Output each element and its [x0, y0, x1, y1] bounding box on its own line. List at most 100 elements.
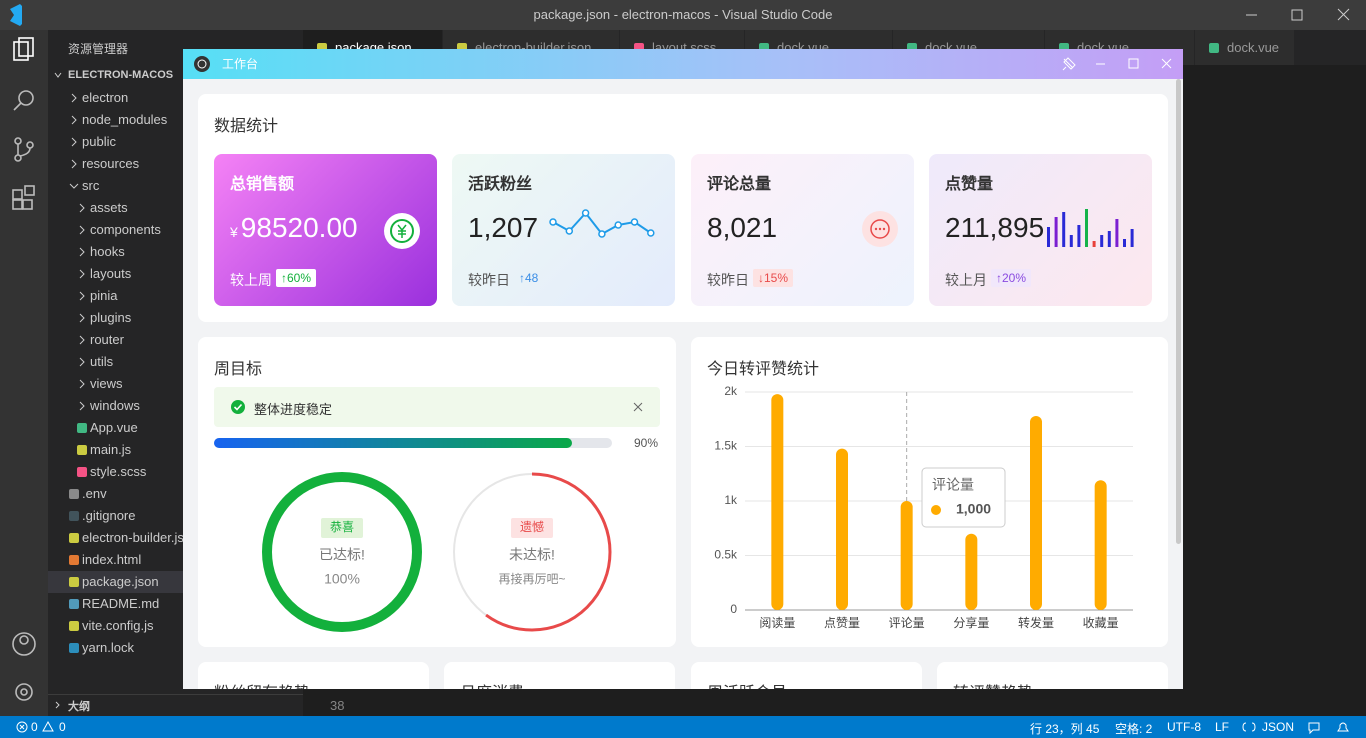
tree-row[interactable]: resources: [48, 153, 303, 175]
chevron: [79, 247, 85, 257]
cursor-position[interactable]: 行 23，列 45: [1030, 722, 1100, 736]
tree-row[interactable]: README.md: [48, 593, 303, 615]
tree-icon: [79, 401, 85, 411]
activity-bar: [0, 30, 48, 716]
warning-count[interactable]: 0: [59, 720, 66, 734]
card-trend: ↓15%: [753, 269, 794, 287]
tree-row[interactable]: style.scss: [48, 461, 303, 483]
tree-row[interactable]: .gitignore: [48, 505, 303, 527]
chevron: [79, 291, 85, 301]
tree-row[interactable]: router: [48, 329, 303, 351]
tree-icon: [69, 533, 79, 543]
tree-row[interactable]: electron: [48, 87, 303, 109]
spark-point: [630, 218, 639, 226]
tree-icon: [69, 489, 79, 499]
bottom-panel: [444, 662, 675, 689]
tree-label: src: [82, 178, 100, 193]
file-icon: [69, 577, 79, 587]
encoding[interactable]: UTF-8: [1167, 720, 1201, 734]
window-title: package.json - electron-macos - Visual S…: [533, 7, 833, 22]
tree-row[interactable]: windows: [48, 395, 303, 417]
language[interactable]: JSON: [1262, 720, 1295, 734]
eol[interactable]: LF: [1215, 720, 1230, 734]
tree-row[interactable]: index.html: [48, 549, 303, 571]
tree-icon: [77, 445, 87, 455]
tree-label: App.vue: [90, 420, 138, 435]
explorer-root[interactable]: ELECTRON-MACOS: [68, 69, 174, 81]
tree-row[interactable]: public: [48, 131, 303, 153]
progress-fill: [214, 438, 573, 448]
tree-row[interactable]: App.vue: [48, 417, 303, 439]
progress-track: [214, 438, 612, 448]
mini-bar: [1115, 219, 1119, 247]
mini-bar: [1130, 229, 1134, 247]
error-count[interactable]: 0: [31, 720, 38, 734]
tree-row[interactable]: yarn.lock: [48, 637, 303, 659]
mini-bar: [1123, 239, 1126, 247]
tree-row[interactable]: main.js: [48, 439, 303, 461]
tree-row[interactable]: hooks: [48, 241, 303, 263]
status-bar: 0 0 行 23，列 45 空格: 2 UTF-8 LF JSON: [0, 716, 1366, 738]
chevron: [79, 379, 85, 389]
spark-point: [614, 221, 622, 229]
bottom-panel: [937, 662, 1168, 689]
icon-yen: [397, 224, 407, 238]
mini-bar: [1107, 231, 1111, 247]
chevron: [79, 335, 85, 345]
tree-label: electron-builder.js: [82, 530, 184, 545]
tree-icon: [69, 511, 79, 521]
bottom-panel: [198, 662, 429, 689]
tree-row[interactable]: .env: [48, 483, 303, 505]
tree-icon: [79, 335, 85, 345]
card-trend: ↑48: [519, 271, 539, 285]
tree-row[interactable]: components: [48, 219, 303, 241]
editor-tab[interactable]: dock.vue: [1195, 30, 1295, 65]
chevron: [71, 159, 77, 169]
mini-bar: [1092, 241, 1096, 247]
currency: ¥: [230, 224, 238, 240]
stat-card: 总销售额 ¥98520.00 较上周 ↑60%: [214, 154, 437, 306]
value: 211,895: [945, 212, 1045, 243]
spark-point: [581, 209, 590, 217]
weekly-panel: [198, 337, 676, 647]
tree-icon: [69, 577, 79, 587]
tree-label: node_modules: [82, 112, 168, 127]
scrollbar[interactable]: [1176, 79, 1181, 544]
mini-bar: [1069, 235, 1073, 247]
chevron: [71, 115, 77, 125]
icon-dot: [882, 227, 886, 231]
app-window: 工作台 数据统计 总销售额 ¥98520.00 较上周 ↑60% 活跃粉丝 1,207 较昨…: [183, 49, 1183, 689]
outline-title[interactable]: 大纲: [68, 701, 90, 713]
tree-row[interactable]: assets: [48, 197, 303, 219]
mini-bar: [1077, 225, 1081, 247]
tree-row[interactable]: vite.config.js: [48, 615, 303, 637]
file-icon: [69, 533, 79, 543]
icon-dot: [874, 227, 878, 231]
tree-row[interactable]: plugins: [48, 307, 303, 329]
tree-icon: [69, 183, 79, 189]
tree-row[interactable]: utils: [48, 351, 303, 373]
tree-icon: [71, 115, 77, 125]
tree-row[interactable]: layouts: [48, 263, 303, 285]
icon-dot: [878, 227, 882, 231]
alert-text: 整体进度稳定: [254, 402, 333, 417]
tree-row[interactable]: pinia: [48, 285, 303, 307]
tree-row[interactable]: views: [48, 373, 303, 395]
file-icon: [69, 621, 79, 631]
tree-label: pinia: [90, 288, 118, 303]
mini-bar: [1054, 217, 1058, 247]
chevron: [71, 93, 77, 103]
indentation[interactable]: 空格: 2: [1115, 722, 1153, 736]
chevron: [79, 357, 85, 367]
tree-row[interactable]: node_modules: [48, 109, 303, 131]
alert-icons: [231, 400, 643, 414]
bottom-title: 粉丝留存趋势: [214, 679, 310, 689]
tree-row[interactable]: src: [48, 175, 303, 197]
card-compare: 较昨日: [468, 272, 510, 288]
app-title: 工作台: [222, 57, 259, 71]
file-icon: [1209, 43, 1219, 53]
tree-label: assets: [90, 200, 128, 215]
file-icon: [77, 467, 87, 477]
tree-row[interactable]: electron-builder.js: [48, 527, 303, 549]
tree-label: yarn.lock: [82, 640, 135, 655]
